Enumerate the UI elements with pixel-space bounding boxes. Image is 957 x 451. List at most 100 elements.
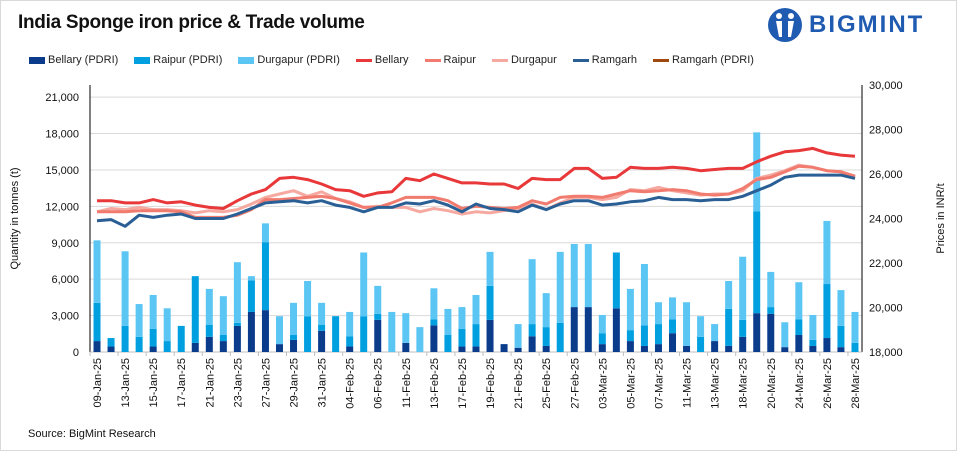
x-tick-label: 25-Feb-25: [541, 358, 553, 409]
legend-label: Ramgarh (PDRI): [672, 54, 754, 66]
bar-bellary-pdri: [542, 345, 550, 352]
bar-raipur-pdri: [346, 336, 354, 347]
y-tick-label: 6,000: [51, 274, 79, 286]
x-tick-label: 17-Feb-25: [457, 358, 469, 409]
legend: Bellary (PDRI) Raipur (PDRI) Durgapur (PDR…: [29, 54, 770, 66]
x-tick-label: 20-Mar-25: [766, 358, 778, 409]
bar-raipur-pdri: [823, 284, 831, 339]
bar-raipur-pdri: [149, 328, 157, 347]
legend-item: Ramgarh: [572, 54, 638, 66]
bar-raipur-pdri: [135, 336, 143, 352]
bar-durgapur-pdri: [528, 259, 536, 325]
bar-bellary-pdri: [107, 346, 115, 352]
bar-raipur-pdri: [261, 242, 269, 311]
bar-durgapur-pdri: [205, 288, 213, 325]
bar-durgapur-pdri: [753, 132, 761, 212]
legend-item: Raipur: [424, 54, 476, 66]
bigmint-logo-icon: [768, 8, 802, 42]
bar-raipur-pdri: [444, 335, 452, 352]
bar-durgapur-pdri: [697, 316, 705, 337]
bar-durgapur-pdri: [584, 243, 592, 308]
y2-tick-label: 20,000: [869, 303, 903, 315]
legend-item: Durgapur: [491, 54, 557, 66]
bar-bellary-pdri: [205, 336, 213, 352]
bar-bellary-pdri: [584, 307, 592, 352]
bar-bellary-pdri: [781, 347, 789, 352]
bar-bellary-pdri: [290, 339, 298, 352]
bar-durgapur-pdri: [402, 313, 410, 343]
bar-bellary-pdri: [472, 346, 480, 352]
bar-durgapur-pdri: [233, 262, 241, 323]
bar-raipur-pdri: [598, 333, 606, 345]
legend-label: Durgapur: [510, 54, 557, 66]
source-note: Source: BigMint Research: [28, 428, 156, 440]
bar-bellary-pdri: [711, 341, 719, 352]
bar-durgapur-pdri: [486, 251, 494, 286]
bar-bellary-pdri: [149, 346, 157, 352]
bar-raipur-pdri: [318, 324, 326, 331]
plot-area: 0 3,000 6,000 9,000 12,000 15,000 18,000 21,000…: [9, 80, 947, 409]
bar-bellary-pdri: [837, 347, 845, 352]
bar-durgapur-pdri: [725, 281, 733, 309]
x-tick-label: 26-Mar-25: [822, 358, 834, 409]
bar-durgapur-pdri: [346, 311, 354, 337]
bar-durgapur-pdri: [711, 324, 719, 342]
x-tick-label: 11-Feb-25: [401, 358, 413, 408]
bar-bellary-pdri: [809, 345, 817, 352]
legend-label: Ramgarh: [591, 54, 638, 66]
bar-raipur-pdri: [107, 338, 115, 347]
bar-raipur-pdri: [542, 327, 550, 346]
bar-raipur-pdri: [739, 319, 747, 337]
x-tick-label: 28-Mar-25: [850, 358, 862, 409]
y-axis-label: Quantity in tonnes (t): [9, 167, 21, 269]
bar-durgapur-pdri: [795, 282, 803, 320]
bar-durgapur-pdri: [626, 288, 634, 331]
bar-raipur-pdri: [809, 339, 817, 346]
x-tick-label: 13-Feb-25: [429, 358, 441, 409]
bar-raipur-pdri: [556, 322, 564, 352]
legend-swatch: [355, 58, 372, 62]
legend-item: Ramgarh (PDRI): [653, 54, 754, 66]
bar-bellary-pdri: [725, 345, 733, 352]
y-tick-label: 12,000: [45, 201, 79, 213]
bar-bellary-pdri: [514, 347, 522, 352]
x-tick-label: 21-Jan-25: [204, 358, 216, 408]
y2-tick-label: 28,000: [869, 125, 903, 137]
bar-durgapur-pdri: [739, 256, 747, 320]
bar-bellary-pdri: [612, 308, 620, 352]
bar-raipur-pdri: [626, 330, 634, 342]
bar-bellary-pdri: [528, 336, 536, 352]
x-tick-label: 13-Mar-25: [710, 358, 722, 409]
legend-label: Raipur (PDRI): [153, 54, 223, 66]
bar-bellary-pdri: [823, 338, 831, 352]
bar-raipur-pdri: [851, 342, 859, 352]
bar-bellary-pdri: [261, 310, 269, 352]
bar-raipur-pdri: [795, 319, 803, 336]
bar-durgapur-pdri: [654, 302, 662, 325]
x-tick-label: 24-Mar-25: [794, 358, 806, 409]
bar-durgapur-pdri: [669, 297, 677, 320]
bar-bellary-pdri: [374, 319, 382, 352]
bar-raipur-pdri: [486, 285, 494, 320]
bar-durgapur-pdri: [640, 264, 648, 326]
bar-bellary-pdri: [318, 330, 326, 352]
bar-durgapur-pdri: [598, 314, 606, 334]
y2-tick-label: 22,000: [869, 258, 903, 270]
bar-durgapur-pdri: [458, 307, 466, 329]
bar-durgapur-pdri: [837, 290, 845, 326]
bar-raipur-pdri: [191, 276, 199, 343]
bigmint-logo: BIGMINT: [767, 7, 924, 43]
x-tick-label: 11-Mar-25: [682, 358, 694, 408]
bar-bellary-pdri: [219, 341, 227, 352]
y2-tick-label: 24,000: [869, 214, 903, 226]
bar-durgapur-pdri: [135, 304, 143, 337]
x-tick-label: 07-Mar-25: [653, 358, 665, 409]
bar-bellary-pdri: [247, 311, 255, 352]
bar-durgapur-pdri: [247, 276, 255, 281]
x-tick-label: 31-Jan-25: [317, 358, 329, 408]
bar-bellary-pdri: [598, 344, 606, 352]
y-tick-label: 3,000: [51, 311, 79, 323]
x-tick-label: 03-Mar-25: [597, 358, 609, 409]
bar-raipur-pdri: [247, 280, 255, 312]
